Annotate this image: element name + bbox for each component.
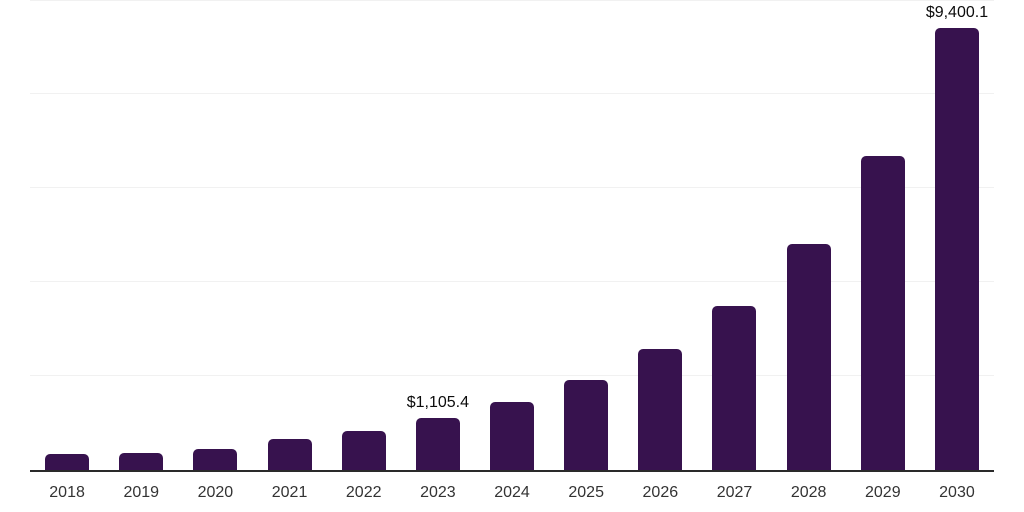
plot-area: $1,105.4 $9,400.1 <box>30 0 994 472</box>
x-axis-label-2022: 2022 <box>345 484 382 501</box>
value-label-2023: $1,105.4 <box>406 394 469 412</box>
gridline <box>30 281 994 282</box>
bar-2022 <box>341 430 386 470</box>
x-axis-label-2018: 2018 <box>49 484 85 501</box>
bar-2024 <box>490 401 535 470</box>
bar-2030 <box>934 28 979 470</box>
gridline <box>30 0 994 1</box>
bar-slot <box>104 0 178 470</box>
bar-2018 <box>45 454 90 470</box>
bar-slot <box>178 0 252 470</box>
bar-slot <box>252 0 326 470</box>
x-axis-labels: 2018 2019 2020 2021 2022 2023 2024 2025 2026 2027… <box>30 472 994 512</box>
bar-slot <box>475 0 549 470</box>
bar-slot <box>697 0 771 470</box>
x-axis-label-2024: 2024 <box>494 484 530 501</box>
bar-2026 <box>638 349 683 470</box>
value-label-2030: $9,400.1 <box>925 4 989 22</box>
bar-2021 <box>267 439 312 470</box>
gridline <box>30 375 994 376</box>
bar-2023 <box>415 418 460 470</box>
bar-2027 <box>712 305 757 470</box>
x-axis-line <box>30 470 994 472</box>
x-axis-label-2023: 2023 <box>420 484 456 501</box>
bar-slot: $1,105.4 <box>401 0 475 470</box>
x-axis-label-2019: 2019 <box>123 484 160 501</box>
x-axis-label-2027: 2027 <box>716 484 753 501</box>
bars-row: $1,105.4 $9,400.1 <box>30 0 994 470</box>
bar-2028 <box>786 243 831 470</box>
bar-slot <box>846 0 920 470</box>
bar-slot <box>30 0 104 470</box>
x-axis-label-2026: 2026 <box>642 484 679 501</box>
x-axis-label-2029: 2029 <box>865 484 901 501</box>
bar-slot <box>327 0 401 470</box>
bar-slot <box>772 0 846 470</box>
bar-2020 <box>193 449 238 470</box>
x-axis-label-2028: 2028 <box>790 484 827 501</box>
x-axis-label-2025: 2025 <box>568 484 604 501</box>
bar-2025 <box>564 380 609 470</box>
x-axis-label-2021: 2021 <box>271 484 308 501</box>
gridline <box>30 187 994 188</box>
x-axis-label-2020: 2020 <box>197 484 234 501</box>
bar-slot <box>623 0 697 470</box>
x-axis-label-2030: 2030 <box>939 484 975 501</box>
gridline <box>30 93 994 94</box>
bar-2029 <box>860 155 905 470</box>
bar-slot: $9,400.1 <box>920 0 994 470</box>
bar-2019 <box>119 453 164 470</box>
bar-slot <box>549 0 623 470</box>
